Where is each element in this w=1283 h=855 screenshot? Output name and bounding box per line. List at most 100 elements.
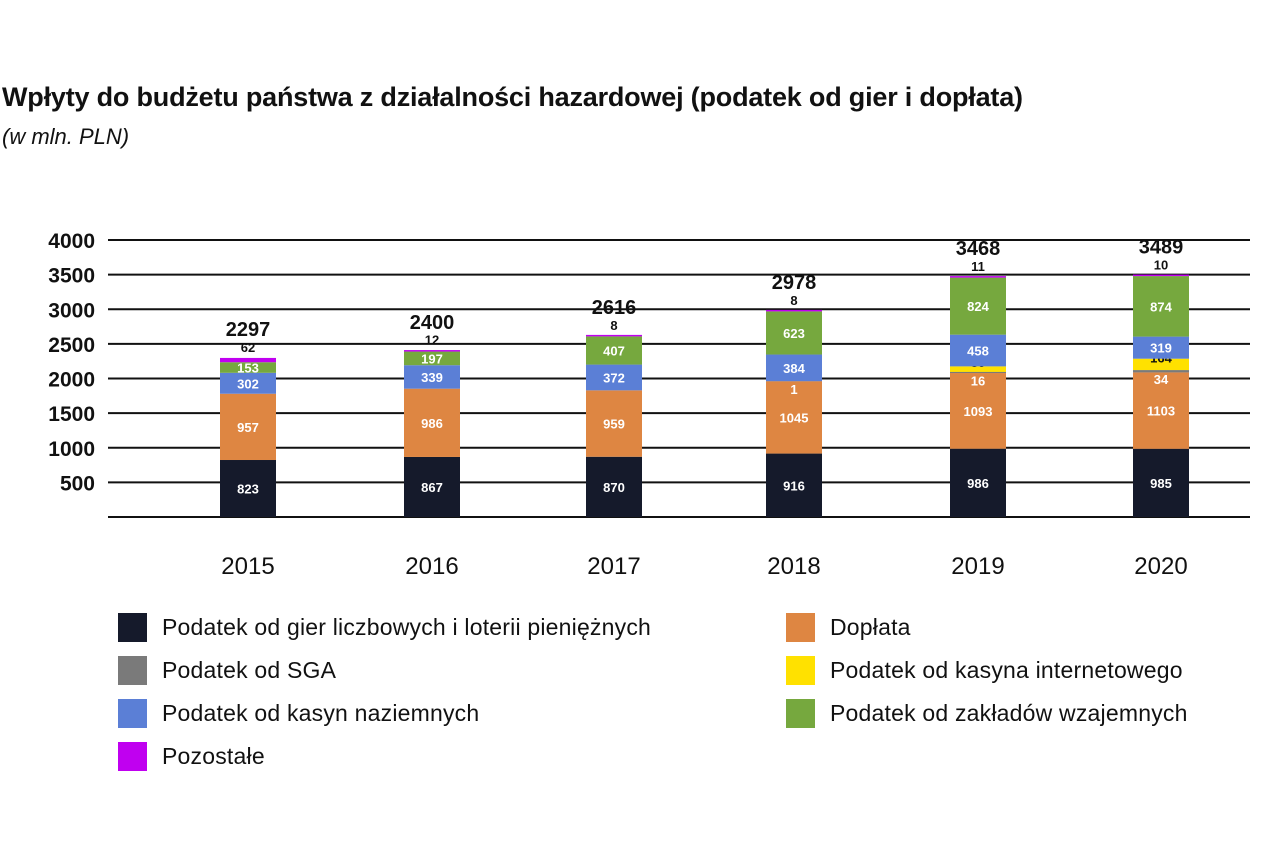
x-tick-label: 2017 xyxy=(587,553,640,580)
bar-segment xyxy=(950,277,1006,335)
total-label: 3489 xyxy=(1139,236,1184,258)
bar-segment xyxy=(586,456,642,517)
data-label: 870 xyxy=(603,480,625,495)
legend-label: Podatek od kasyn naziemnych xyxy=(162,700,480,726)
data-label: 12 xyxy=(425,333,439,348)
data-label: 197 xyxy=(421,351,443,366)
bar-segment xyxy=(1133,370,1189,373)
data-label: 372 xyxy=(603,370,625,385)
data-label: 867 xyxy=(421,480,443,495)
bar-segment xyxy=(404,350,460,352)
bar-segment xyxy=(404,365,460,389)
data-label: 8 xyxy=(790,293,797,308)
bar-segment xyxy=(220,357,276,363)
bar-segment xyxy=(766,311,822,355)
legend-swatch xyxy=(786,656,815,685)
total-label: 2616 xyxy=(592,297,637,319)
data-label: 10 xyxy=(1154,257,1168,272)
x-tick-label: 2016 xyxy=(405,553,458,580)
x-axis-tick-labels: 2015 2016 2017 2018 2019 2020 xyxy=(221,553,1187,580)
data-label: 874 xyxy=(1150,299,1172,314)
data-label: 319 xyxy=(1150,341,1172,356)
data-label: 623 xyxy=(783,326,805,341)
data-label: 823 xyxy=(237,482,259,497)
data-label: 1 xyxy=(790,382,797,397)
data-label: 11 xyxy=(971,259,985,274)
legend-label: Podatek od zakładów wzajemnych xyxy=(830,700,1188,726)
data-label: 16 xyxy=(971,373,985,388)
data-label: 986 xyxy=(421,416,443,431)
bar-segment xyxy=(220,393,276,461)
bar-segment xyxy=(950,448,1006,517)
bar-segment xyxy=(950,373,1006,449)
data-label: 957 xyxy=(237,420,259,435)
x-tick-label: 2018 xyxy=(767,553,820,580)
legend-label: Pozostałe xyxy=(162,743,265,769)
total-label: 2297 xyxy=(226,319,271,341)
total-label: 3468 xyxy=(956,238,1001,260)
y-tick-label: 3500 xyxy=(48,265,95,288)
legend-swatch xyxy=(118,613,147,642)
bar-segment xyxy=(1133,372,1189,449)
legend-swatch xyxy=(786,699,815,728)
y-tick-label: 1500 xyxy=(48,403,95,426)
bar-segment xyxy=(586,390,642,457)
bar-segment xyxy=(220,460,276,517)
data-label: 302 xyxy=(237,376,259,391)
chart-title: Wpłyty do budżetu państwa z działalności… xyxy=(2,82,1023,112)
y-tick-label: 4000 xyxy=(48,230,95,253)
bar-segment xyxy=(1133,448,1189,517)
bar-segment xyxy=(766,354,822,382)
data-label: 1093 xyxy=(964,404,993,419)
x-tick-label: 2019 xyxy=(951,553,1004,580)
bar-segment xyxy=(1133,274,1189,277)
x-tick-label: 2020 xyxy=(1134,553,1187,580)
chart-subtitle: (w mln. PLN) xyxy=(2,124,130,149)
legend-swatch xyxy=(118,656,147,685)
bar-segment xyxy=(220,362,276,373)
y-tick-label: 500 xyxy=(60,472,95,495)
data-label: 153 xyxy=(237,361,259,376)
legend-swatch xyxy=(786,613,815,642)
y-tick-label: 3000 xyxy=(48,299,95,322)
data-label: 62 xyxy=(241,340,255,355)
bar-segment xyxy=(404,351,460,366)
data-label: 407 xyxy=(603,343,625,358)
data-label: 1045 xyxy=(780,410,809,425)
bar-segment xyxy=(586,364,642,391)
bar-segment xyxy=(586,334,642,337)
y-tick-label: 2500 xyxy=(48,334,95,357)
bar-segment xyxy=(950,334,1006,367)
data-label: 8 xyxy=(610,318,617,333)
bar-segment xyxy=(404,388,460,457)
bar-segment xyxy=(1133,358,1189,371)
bar-segment xyxy=(766,381,822,454)
bar-segment xyxy=(404,456,460,517)
total-label: 2400 xyxy=(410,312,455,334)
data-label: 986 xyxy=(967,476,989,491)
bar-segment xyxy=(950,366,1006,372)
data-label: 959 xyxy=(603,417,625,432)
bar-segment xyxy=(220,372,276,394)
bar-segment xyxy=(950,276,1006,278)
y-tick-label: 2000 xyxy=(48,369,95,392)
bar-segment xyxy=(766,309,822,312)
data-label: 384 xyxy=(783,361,805,376)
data-label: 985 xyxy=(1150,476,1172,491)
data-label: 824 xyxy=(967,299,989,314)
data-label: 34 xyxy=(1154,372,1169,387)
data-label: 916 xyxy=(783,478,805,493)
x-tick-label: 2015 xyxy=(221,553,274,580)
legend-label: Podatek od gier liczbowych i loterii pie… xyxy=(162,614,652,640)
bar-segment xyxy=(1133,336,1189,359)
legend-label: Podatek od SGA xyxy=(162,657,337,683)
bar-segment xyxy=(586,336,642,365)
legend-label: Podatek od kasyna internetowego xyxy=(830,657,1183,683)
data-label: 339 xyxy=(421,370,443,385)
grid-lines xyxy=(108,239,1250,518)
legend-label: Dopłata xyxy=(830,614,911,640)
bar-segment xyxy=(1133,276,1189,337)
bar-segment xyxy=(766,453,822,517)
total-label: 2978 xyxy=(772,272,817,294)
